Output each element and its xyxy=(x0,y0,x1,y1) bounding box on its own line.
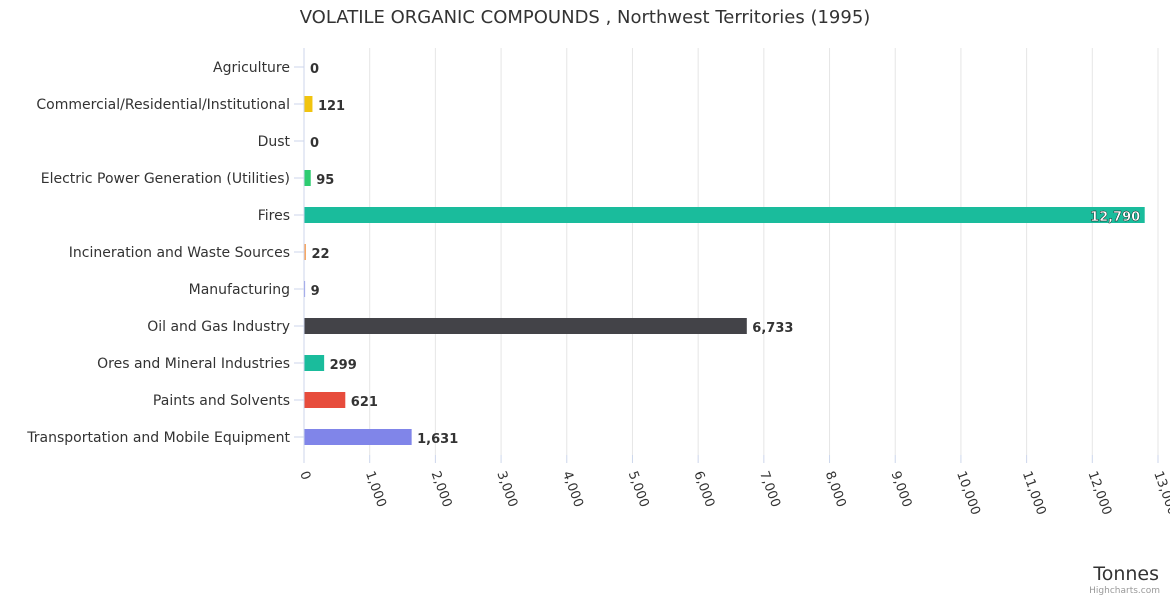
x-tick-label: 6,000 xyxy=(690,469,717,509)
x-tick-label: 12,000 xyxy=(1085,469,1115,517)
x-tick-label: 1,000 xyxy=(362,469,389,509)
x-tick-label: 13,000 xyxy=(1150,469,1170,517)
bar xyxy=(304,318,747,334)
y-category-label: Incineration and Waste Sources xyxy=(69,245,290,261)
y-category-label: Manufacturing xyxy=(189,282,290,298)
x-tick-label: 8,000 xyxy=(822,469,849,509)
data-label: 95 xyxy=(316,173,334,188)
x-axis-title: Tonnes xyxy=(1093,563,1159,585)
data-label: 299 xyxy=(330,358,357,373)
x-tick-label: 9,000 xyxy=(887,469,914,509)
y-category-label: Electric Power Generation (Utilities) xyxy=(41,171,290,187)
bar xyxy=(304,96,313,112)
bar xyxy=(304,170,311,186)
y-category-label: Agriculture xyxy=(213,60,290,76)
data-label: 9 xyxy=(311,284,320,299)
y-category-label: Transportation and Mobile Equipment xyxy=(26,430,290,446)
bar xyxy=(304,429,412,445)
bar xyxy=(304,207,1145,223)
chart-title: VOLATILE ORGANIC COMPOUNDS , Northwest T… xyxy=(299,7,871,28)
y-category-label: Commercial/Residential/Institutional xyxy=(36,97,290,113)
x-tick-label: 10,000 xyxy=(953,469,983,517)
x-tick-label: 4,000 xyxy=(559,469,586,509)
bar xyxy=(304,281,306,297)
y-category-label: Dust xyxy=(258,134,291,150)
x-tick-label: 2,000 xyxy=(428,469,455,509)
data-label: 12,790 xyxy=(1090,210,1140,225)
bar xyxy=(304,392,346,408)
x-tick-label: 11,000 xyxy=(1019,469,1049,517)
credits-link[interactable]: Highcharts.com xyxy=(1089,586,1160,596)
data-label: 121 xyxy=(318,99,345,114)
bar xyxy=(304,244,306,260)
data-label: 6,733 xyxy=(752,321,793,336)
y-category-label: Oil and Gas Industry xyxy=(147,319,290,335)
bar xyxy=(304,355,325,371)
y-category-label: Ores and Mineral Industries xyxy=(97,356,290,372)
y-category-label: Paints and Solvents xyxy=(153,393,290,409)
data-label: 22 xyxy=(311,247,329,262)
data-label: 0 xyxy=(310,62,319,77)
x-tick-label: 5,000 xyxy=(625,469,652,509)
data-label: 0 xyxy=(310,136,319,151)
x-tick-label: 7,000 xyxy=(756,469,783,509)
x-tick-label: 0 xyxy=(296,469,313,482)
data-label: 1,631 xyxy=(417,432,458,447)
x-tick-label: 3,000 xyxy=(493,469,520,509)
data-label: 621 xyxy=(351,395,378,410)
y-category-label: Fires xyxy=(258,208,290,224)
